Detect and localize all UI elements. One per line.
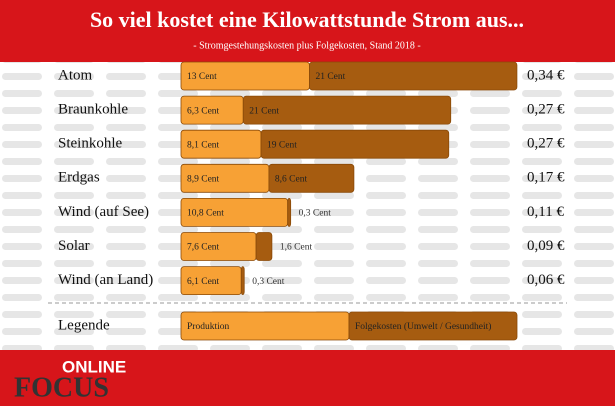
category-label: Wind (auf See)	[58, 204, 149, 220]
category-label: Solar	[58, 238, 90, 254]
total-label: 0,06 €	[527, 272, 565, 288]
total-label: 0,09 €	[527, 238, 565, 254]
value-label: 8,9 Cent	[187, 174, 220, 184]
category-label: Braunkohle	[58, 102, 128, 118]
category-label: Steinkohle	[58, 136, 123, 152]
bar-segment	[260, 129, 450, 159]
value-label: 6,3 Cent	[187, 106, 220, 116]
bar-segment	[287, 197, 292, 227]
category-label: Wind (an Land)	[58, 272, 153, 288]
bar-segment	[240, 266, 245, 296]
total-label: 0,34 €	[527, 67, 565, 83]
category-label: Erdgas	[58, 170, 100, 186]
value-label: 1,6 Cent	[280, 243, 313, 253]
legend-label: Folgekosten (Umwelt / Gesundheit)	[355, 321, 491, 332]
value-label: 8,1 Cent	[187, 140, 220, 150]
chart-title: So viel kostet eine Kilowattstunde Strom…	[90, 7, 524, 32]
value-label: 21 Cent	[315, 72, 345, 82]
legend-title: Legende	[58, 317, 110, 333]
value-label: 13 Cent	[187, 72, 217, 82]
legend-label: Produktion	[187, 322, 229, 332]
legend-swatch	[348, 311, 518, 341]
total-label: 0,11 €	[527, 204, 564, 220]
value-label: 19 Cent	[267, 140, 297, 150]
bar-segment	[309, 61, 518, 91]
value-label: 0,3 Cent	[299, 209, 332, 219]
value-label: 7,6 Cent	[187, 243, 220, 253]
value-label: 10,8 Cent	[187, 209, 224, 219]
bar-segment	[242, 95, 452, 125]
bar-segment	[255, 232, 273, 261]
header	[0, 0, 615, 62]
chart-subtitle: - Stromgestehungskosten plus Folgekosten…	[193, 40, 421, 51]
logo-top: ONLINE	[62, 357, 126, 376]
category-label: Atom	[58, 67, 93, 83]
plot: Atom 0,34 € 13 Cent 21 Cent Braunkohle 0,27 €…	[58, 61, 565, 341]
total-label: 0,27 €	[527, 136, 565, 152]
value-label: 21 Cent	[249, 106, 279, 116]
footer	[0, 350, 615, 406]
value-label: 8,6 Cent	[275, 174, 308, 184]
total-label: 0,27 €	[527, 102, 565, 118]
total-label: 0,17 €	[527, 170, 565, 186]
bar-segment	[268, 163, 355, 193]
value-label: 6,1 Cent	[187, 277, 220, 287]
value-label: 0,3 Cent	[252, 277, 285, 287]
logo-bottom: FOCUS	[14, 372, 109, 403]
